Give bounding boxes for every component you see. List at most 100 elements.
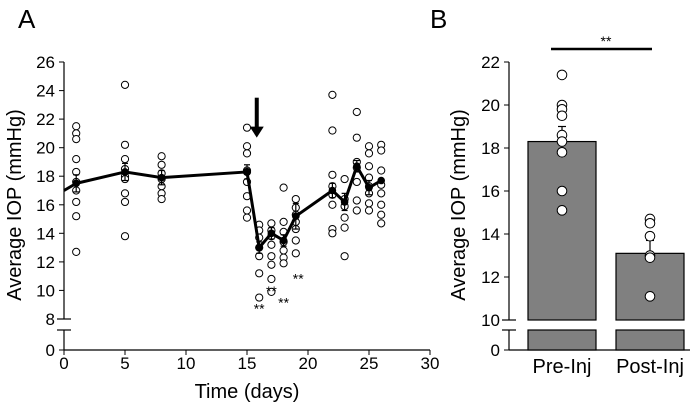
y-tick-label: 22: [36, 110, 55, 129]
y-tick-label: 10: [36, 281, 55, 300]
mean-point: [279, 236, 288, 245]
mean-point: [377, 176, 386, 185]
data-point: [377, 219, 386, 228]
data-point: [377, 189, 386, 198]
significance-annotation: **: [266, 283, 277, 299]
data-point: [377, 166, 386, 175]
mean-point: [353, 162, 361, 171]
x-tick-label: 20: [299, 354, 318, 373]
y-tick-label: 20: [481, 96, 500, 115]
data-point: [352, 206, 361, 215]
data-point: [377, 200, 386, 209]
mean-point: [157, 173, 166, 182]
data-point: [267, 240, 276, 249]
data-point: [157, 160, 166, 169]
data-point: [328, 126, 337, 135]
mean-point: [267, 229, 276, 238]
y-tick-label: 14: [36, 224, 55, 243]
data-point: [255, 269, 264, 278]
data-point: [120, 232, 130, 241]
data-point: [291, 194, 300, 204]
data-point: [267, 260, 276, 269]
bar-pre-inj: [527, 140, 597, 321]
data-point: [279, 259, 288, 268]
y-tick-label: 16: [481, 182, 500, 201]
data-point: [291, 249, 300, 258]
x-tick-label: 25: [360, 354, 379, 373]
y-tick-label: 8: [46, 310, 55, 329]
arrow-head: [249, 126, 264, 138]
mean-point: [121, 168, 129, 176]
y-tick-label-zero: 0: [491, 341, 500, 360]
data-point: [352, 107, 361, 117]
data-point: [120, 80, 130, 89]
y-tick-label: 22: [481, 53, 500, 72]
data-point: [267, 219, 276, 228]
y-tick-label: 18: [36, 167, 55, 186]
data-point: [556, 205, 568, 216]
significance-annotation: **: [278, 295, 289, 311]
data-point: [364, 142, 374, 151]
panel-a-x-axis-title: Time (days): [195, 381, 300, 403]
data-point: [279, 217, 288, 227]
data-point: [120, 140, 130, 149]
panel-a-x-ticks: 0 5 10 15 20 25 30: [59, 350, 439, 373]
data-point: [556, 110, 568, 122]
data-point: [279, 183, 288, 192]
mean-line-series: [63, 164, 382, 250]
x-tick-label: 15: [238, 354, 257, 373]
data-point: [328, 200, 337, 209]
panel-a-significance-annotations: ********: [254, 270, 304, 316]
y-tick-label: 14: [481, 225, 500, 244]
panel-b-bar-chart: B 10 12 14 16 18 20 22 0 Pre-Inj Po: [430, 4, 690, 378]
y-tick-label: 10: [481, 311, 500, 330]
panel-a-line-chart: A 8 10 12 14 16 18 20 22 2: [4, 4, 439, 403]
bar-post-inj: [615, 252, 685, 321]
data-point: [352, 196, 361, 205]
mean-point: [243, 168, 251, 176]
bar-base-post-inj: [615, 329, 685, 351]
data-point: [556, 185, 568, 197]
data-point: [364, 162, 374, 171]
mean-point: [328, 186, 337, 195]
data-point: [72, 154, 81, 164]
data-point: [644, 230, 656, 242]
mean-point: [292, 212, 300, 220]
y-tick-label: 18: [481, 139, 500, 158]
data-point: [377, 210, 386, 219]
data-point: [267, 287, 276, 296]
bar-base-pre-inj: [527, 329, 597, 351]
data-point: [364, 206, 374, 215]
data-point: [72, 247, 81, 256]
data-point: [364, 149, 374, 158]
y-tick-label: 20: [36, 139, 55, 158]
panel-a-mean-markers: [72, 162, 386, 252]
data-point: [242, 213, 252, 222]
mean-point: [72, 179, 80, 188]
data-point: [340, 252, 349, 261]
panel-a-individual-points: [72, 80, 386, 302]
panel-a-y-ticks: 8 10 12 14 16 18 20 22 24 26 0: [36, 53, 64, 360]
category-label-post-inj: Post-Inj: [616, 356, 684, 378]
panel-b-y-ticks: 10 12 14 16 18 20 22 0: [481, 53, 509, 360]
data-point: [352, 133, 361, 142]
x-tick-label: 30: [421, 354, 440, 373]
data-point: [120, 189, 130, 198]
mean-point: [365, 183, 373, 192]
x-tick-label: 10: [177, 354, 196, 373]
panel-a-y-axis-title: Average IOP (mmHg): [4, 109, 26, 301]
data-point: [328, 90, 337, 99]
injection-arrow: [249, 97, 264, 138]
panel-b-bars: [527, 140, 685, 351]
data-point: [556, 136, 568, 147]
data-point: [157, 152, 166, 161]
data-point: [340, 213, 349, 222]
x-tick-label: 5: [120, 354, 129, 373]
y-tick-label: 12: [481, 268, 500, 287]
panel-b-individual-points: [556, 69, 656, 302]
data-point: [328, 170, 337, 179]
data-point: [340, 174, 349, 184]
data-point: [644, 291, 656, 302]
